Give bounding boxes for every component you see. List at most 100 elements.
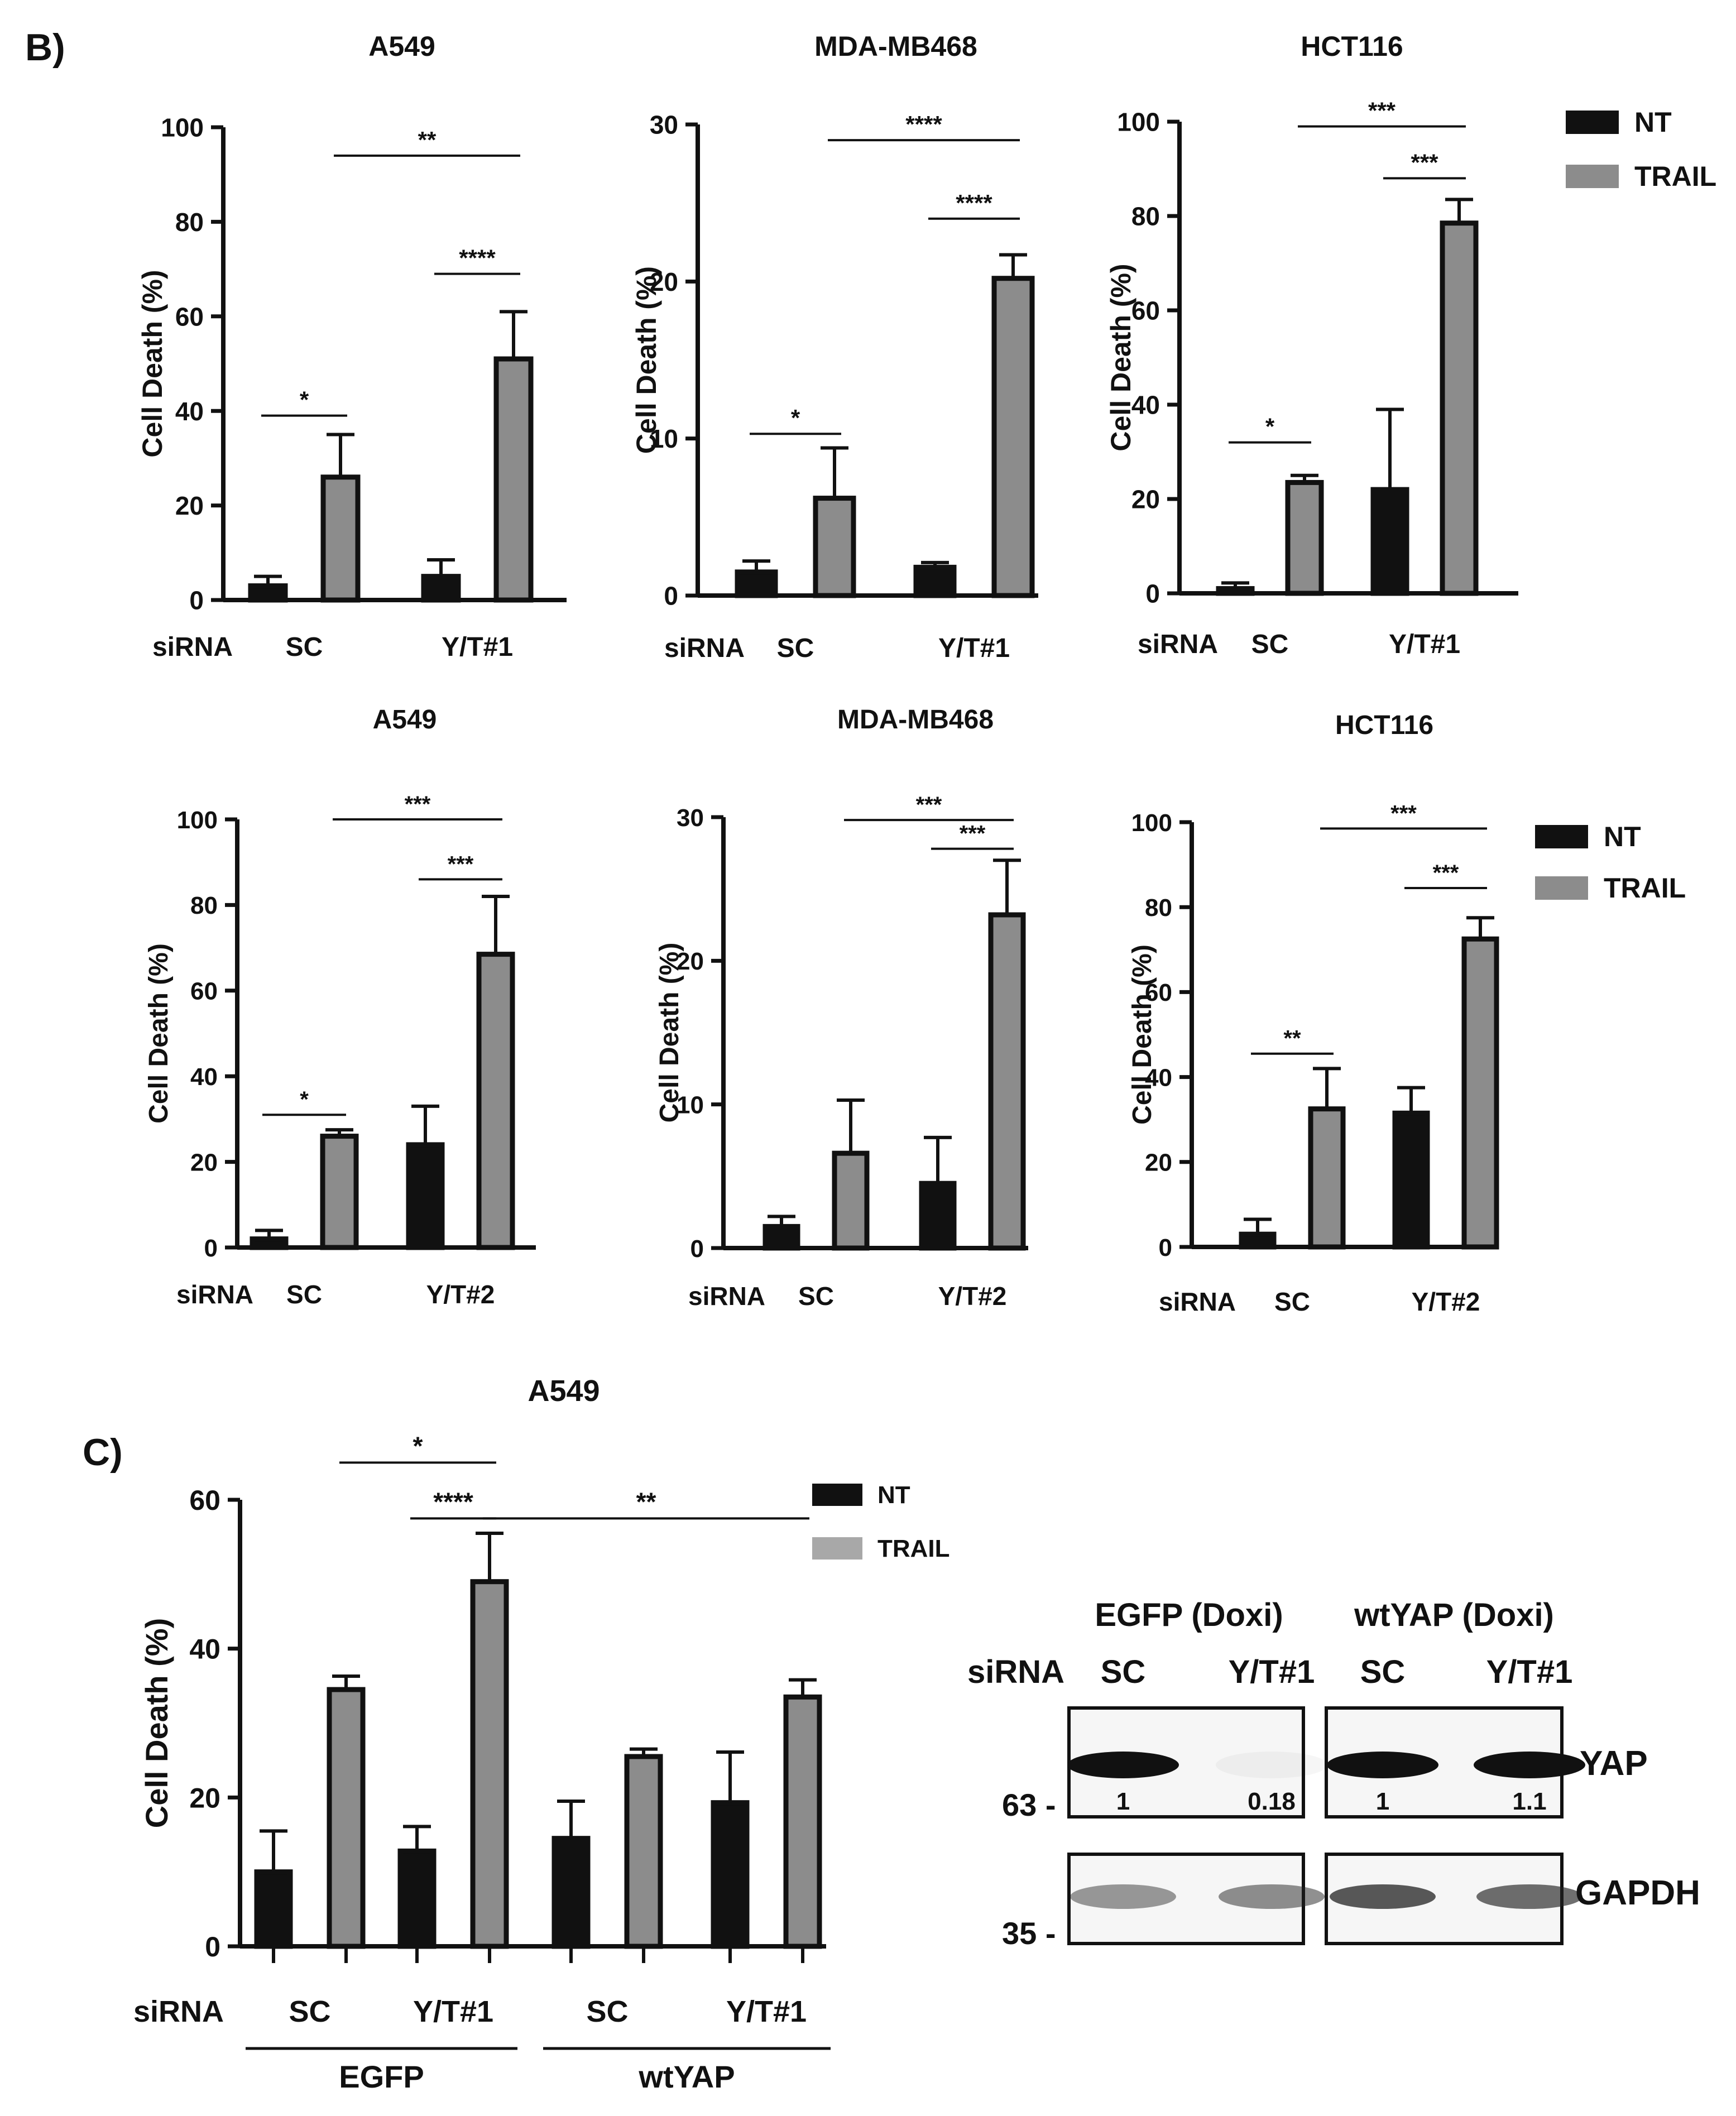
significance-label: ** — [1283, 1026, 1301, 1051]
y-tick-label: 40 — [189, 1634, 220, 1665]
y-axis-label: Cell Death (%) — [144, 943, 174, 1124]
gapdh-band — [1330, 1884, 1436, 1909]
category-label: SC — [798, 1282, 834, 1311]
bar-trail-0 — [320, 474, 361, 603]
y-tick-label: 20 — [1131, 485, 1160, 514]
category-label: SC — [286, 632, 323, 662]
bar-trail-1 — [476, 952, 515, 1250]
category-label: Y/T#1 — [442, 632, 513, 662]
y-tick-label: 10 — [650, 424, 678, 453]
bar-nt-1 — [421, 574, 461, 603]
y-tick-label: 0 — [189, 586, 204, 615]
bar-nt-1 — [919, 1181, 957, 1251]
blot-lane-label: SC — [1101, 1654, 1146, 1690]
legend-label-trail: TRAIL — [877, 1535, 950, 1562]
significance-label: *** — [1368, 97, 1396, 123]
y-tick-label: 30 — [650, 111, 678, 140]
y-axis-label: Cell Death (%) — [139, 1618, 174, 1829]
chart-title: A549 — [373, 705, 437, 735]
significance-label: * — [791, 405, 800, 431]
category-label: Y/T#2 — [938, 1282, 1007, 1311]
chart-title: A549 — [527, 1374, 600, 1408]
category-label: SC — [1251, 630, 1289, 659]
bar-trail-0 — [813, 496, 856, 598]
bar-trail-1 — [493, 356, 534, 603]
blot-group-label: EGFP (Doxi) — [1095, 1597, 1283, 1633]
gapdh-band — [1070, 1884, 1176, 1909]
legend-swatch-nt — [1566, 111, 1619, 134]
y-tick-label: 20 — [189, 1782, 220, 1813]
y-tick-label: 40 — [190, 1063, 218, 1091]
chart-title: MDA-MB468 — [814, 31, 977, 62]
y-tick-label: 20 — [190, 1149, 218, 1176]
bar-nt-0 — [735, 569, 778, 598]
y-tick-label: 10 — [677, 1092, 704, 1119]
group-label: siRNA — [133, 1995, 224, 2028]
legend-label-nt: NT — [1634, 107, 1672, 138]
bar-nt-1 — [397, 1848, 437, 1949]
y-tick-label: 20 — [1145, 1149, 1172, 1177]
yap-band — [1474, 1752, 1585, 1778]
legend-label-trail: TRAIL — [1604, 872, 1686, 904]
chart-title: MDA-MB468 — [837, 705, 994, 735]
group-label: siRNA — [1138, 630, 1218, 659]
significance-label: * — [413, 1431, 423, 1460]
y-tick-label: 0 — [1145, 579, 1160, 608]
category-label: SC — [286, 1280, 322, 1309]
y-tick-label: 20 — [650, 267, 678, 296]
legend-swatch-nt — [812, 1484, 862, 1506]
bar-trail-0 — [832, 1150, 870, 1251]
y-axis-label: Cell Death (%) — [631, 266, 662, 454]
category-label: SC — [1274, 1287, 1310, 1316]
chart-b5: MDA-MB468 0 10 20 30 Cell Death (%) *** *** siRN… — [655, 705, 1028, 1311]
group-label: siRNA — [688, 1282, 765, 1311]
bar-trail-1 — [988, 912, 1026, 1251]
legend-c: NT TRAIL — [812, 1481, 950, 1562]
category-label: Y/T#1 — [938, 634, 1010, 663]
bar-nt-0 — [248, 583, 288, 603]
category-label: SC — [289, 1995, 330, 2028]
legend-swatch-trail — [812, 1537, 862, 1560]
y-axis-label: Cell Death (%) — [1105, 263, 1136, 451]
western-blot: EGFP (Doxi) wtYAP (Doxi) siRNA SC Y/T#1 SC Y/T… — [967, 1597, 1700, 1951]
super-group-label: wtYAP — [638, 2059, 735, 2094]
significance-label: *** — [960, 822, 986, 846]
bar-nt-1 — [1370, 487, 1409, 596]
significance-label: **** — [459, 245, 496, 271]
y-tick-label: 100 — [1131, 809, 1172, 837]
bar-trail-0 — [1285, 479, 1324, 596]
group-label: siRNA — [664, 634, 745, 663]
bar-trail-0 — [320, 1134, 359, 1250]
y-tick-label: 60 — [189, 1485, 220, 1516]
y-tick-label: 100 — [1117, 108, 1160, 137]
group-label: siRNA — [176, 1280, 253, 1309]
gapdh-band — [1476, 1884, 1582, 1909]
y-tick-label: 60 — [1131, 296, 1160, 325]
significance-label: ** — [418, 127, 437, 153]
blot-lane-label: Y/T#1 — [1229, 1654, 1315, 1690]
y-tick-label: 0 — [205, 1931, 220, 1963]
bar-nt-0 — [763, 1223, 800, 1251]
significance-label: *** — [448, 852, 474, 876]
significance-label: **** — [433, 1487, 473, 1516]
y-tick-label: 80 — [175, 208, 204, 237]
significance-label: * — [1265, 414, 1275, 440]
bar-nt-0 — [1216, 586, 1255, 596]
significance-label: *** — [1390, 801, 1417, 826]
category-label: Y/T#2 — [1412, 1287, 1480, 1316]
bar-trail-1 — [1440, 220, 1479, 596]
significance-label: *** — [1433, 861, 1459, 885]
bar-nt-2 — [552, 1836, 591, 1949]
category-label: Y/T#1 — [726, 1995, 807, 2028]
bar-trail-2 — [624, 1754, 663, 1949]
category-label: SC — [777, 634, 814, 663]
blot-lane-label: Y/T#1 — [1486, 1654, 1573, 1690]
y-tick-label: 0 — [664, 582, 678, 611]
legend-swatch-nt — [1535, 825, 1588, 848]
